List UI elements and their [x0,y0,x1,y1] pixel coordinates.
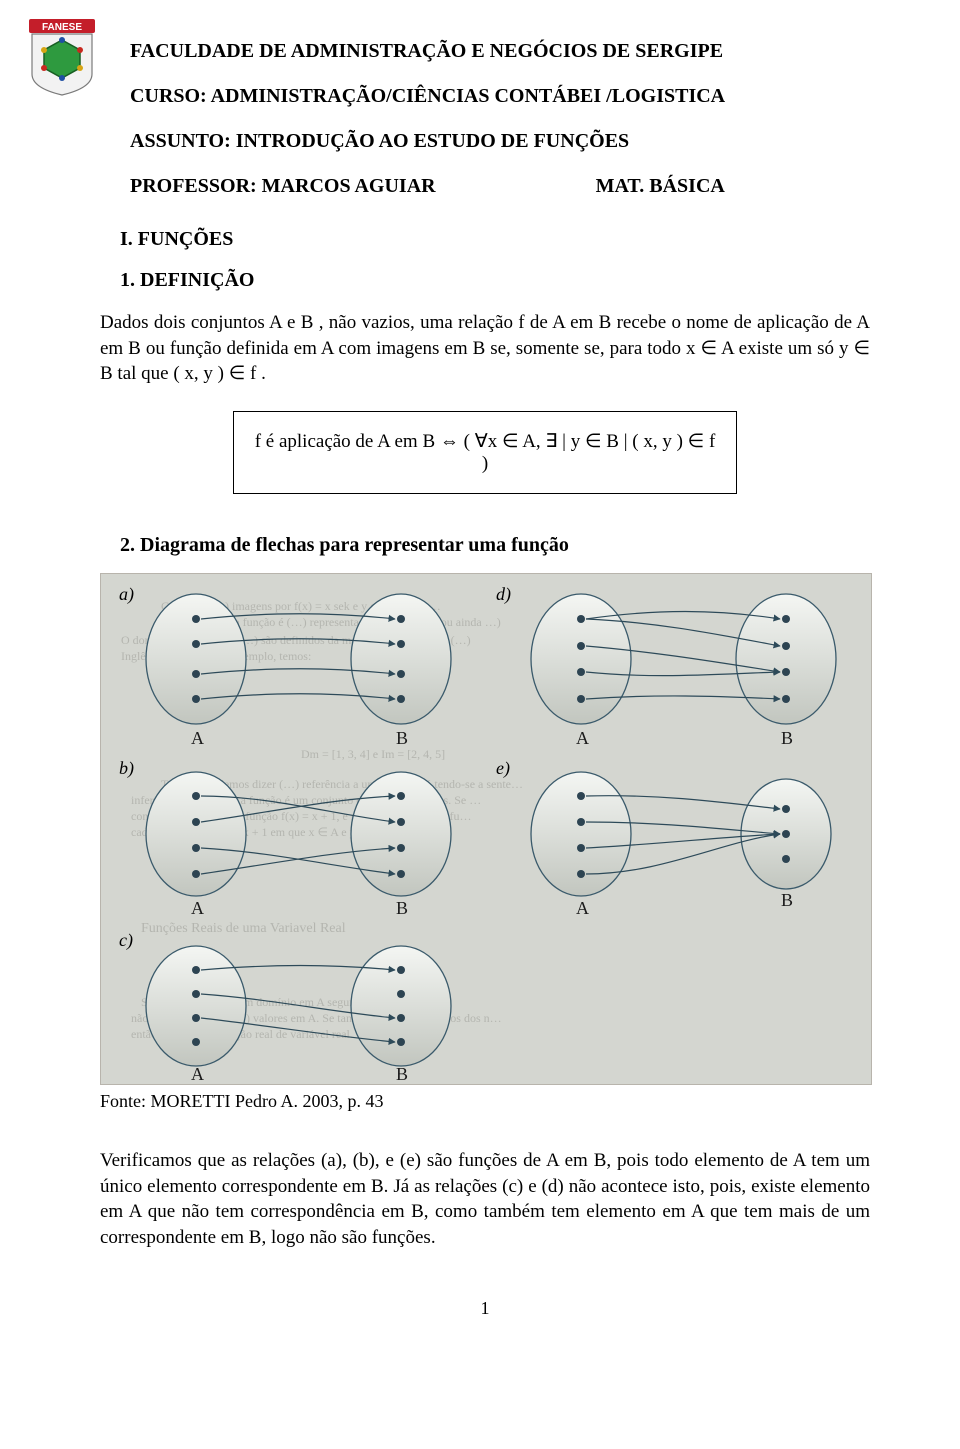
header-mat: MAT. BÁSICA [596,175,725,198]
svg-text:c): c) [119,930,133,951]
svg-text:Dm = [1, 3, 4] e Im = [2,: Dm = [1, 3, 4] e Im = [2, 4, 5] [301,747,445,761]
figure-caption: Fonte: MORETTI Pedro A. 2003, p. 43 [100,1091,870,1112]
page-number: 1 [100,1298,870,1319]
arrow-diagram-figure: Com isso (…) imagens por f(x) = x sek e … [100,573,872,1085]
svg-text:B: B [396,728,408,748]
verification-paragraph: Verificamos que as relações (a), (b), e … [100,1148,870,1251]
svg-text:A: A [191,728,204,748]
svg-text:B: B [396,898,408,918]
svg-text:A: A [191,898,204,918]
header-faculdade: FACULDADE DE ADMINISTRAÇÃO E NEGÓCIOS DE… [130,40,870,63]
section-i-title: I. FUNÇÕES [120,228,870,251]
svg-text:A: A [576,898,589,918]
svg-text:d): d) [496,584,511,605]
svg-text:A: A [191,1064,204,1084]
svg-text:Funções Reais de uma Variavel: Funções Reais de uma Variavel Real [141,921,346,936]
formula-box: f é aplicação de A em B ⇔ ( ∀x ∈ A, ∃ | … [233,411,737,494]
logo-banner-text: FANESE [42,22,82,33]
document-page: FANESE FACULDADE DE ADMINISTRAÇÃO E NEGÓ… [0,0,960,1449]
header-assunto: ASSUNTO: INTRODUÇÃO AO ESTUDO DE FUNÇÕES [130,130,870,153]
svg-text:B: B [781,890,793,910]
header-curso: CURSO: ADMINISTRAÇÃO/CIÊNCIAS CONTÁBEI /… [130,85,870,108]
section-1-title: 1. DEFINIÇÃO [120,269,870,292]
svg-text:b): b) [119,758,134,779]
header-block: FACULDADE DE ADMINISTRAÇÃO E NEGÓCIOS DE… [130,40,870,198]
section-2-title: 2. Diagrama de flechas para representar … [120,534,870,557]
header-professor-row: PROFESSOR: MARCOS AGUIAR MAT. BÁSICA [130,175,870,198]
definition-paragraph: Dados dois conjuntos A e B , não vazios,… [100,310,870,387]
svg-text:B: B [781,728,793,748]
svg-text:e): e) [496,758,510,779]
svg-text:a): a) [119,584,134,605]
header-professor: PROFESSOR: MARCOS AGUIAR [130,175,436,198]
fanese-logo: FANESE [28,18,96,96]
svg-text:B: B [396,1064,408,1084]
svg-text:A: A [576,728,589,748]
